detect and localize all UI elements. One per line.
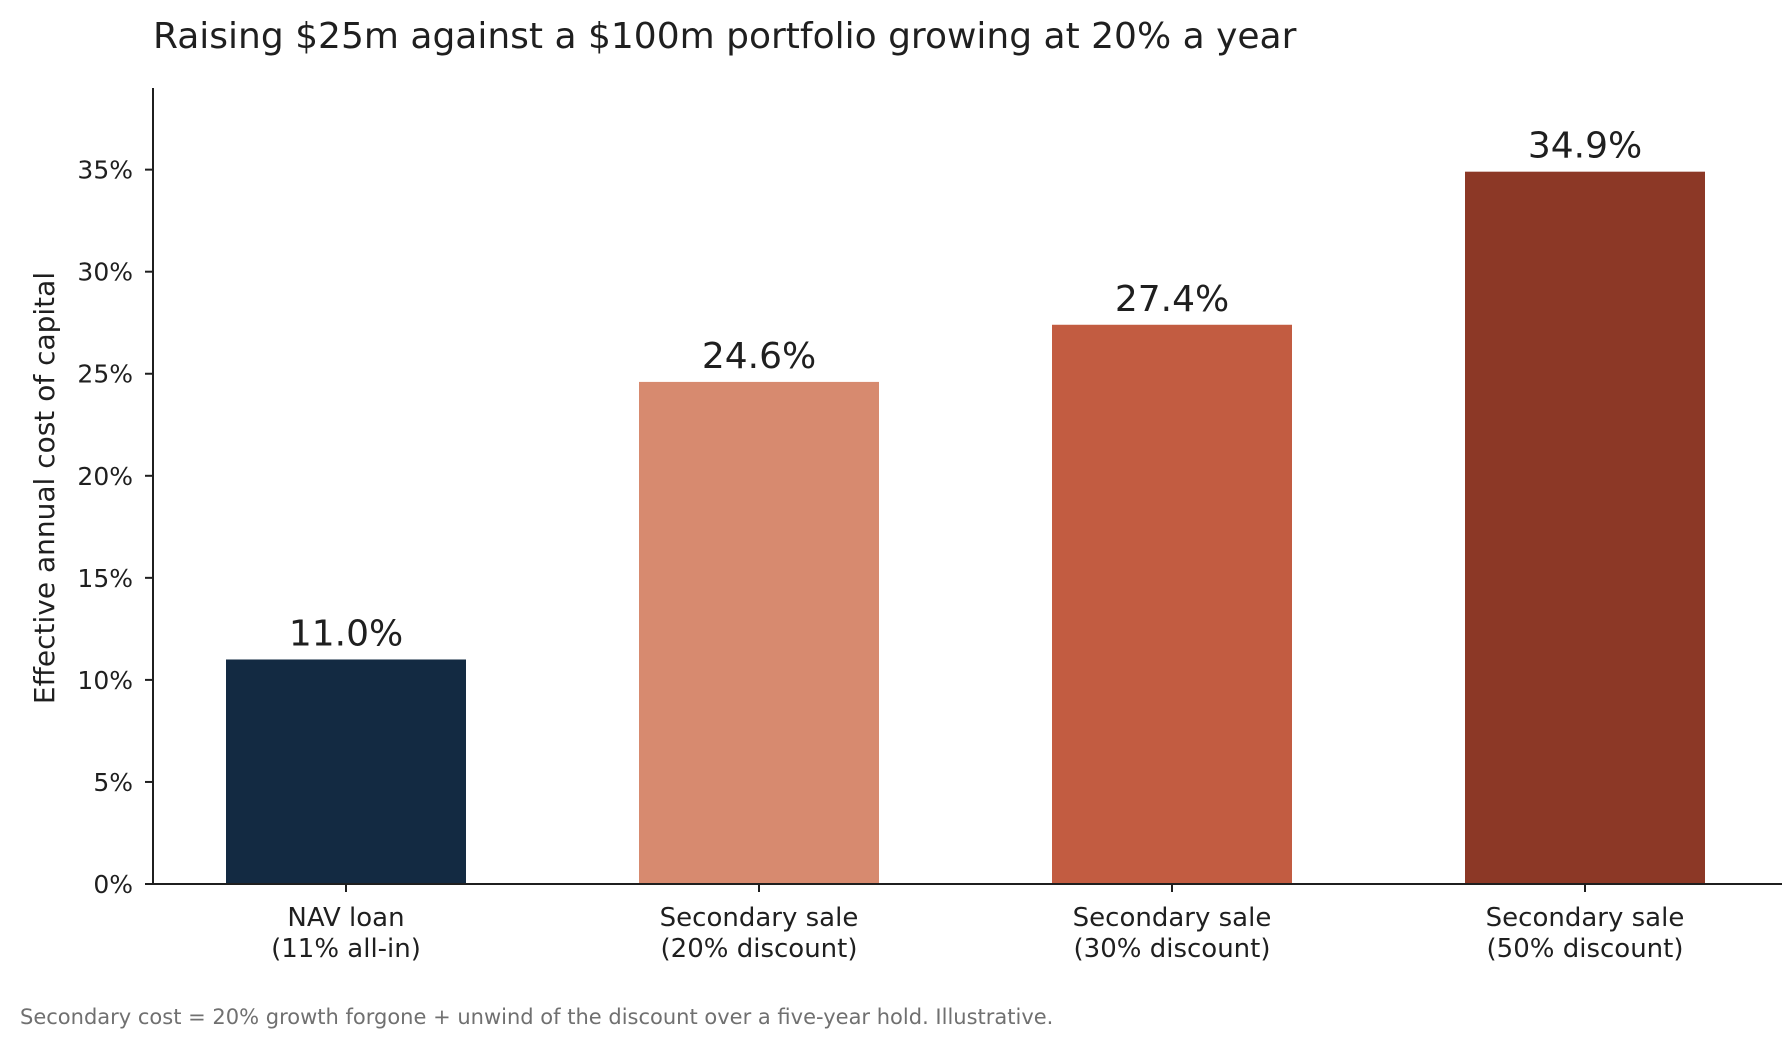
x-category-label: NAV loan <box>287 903 404 933</box>
bars <box>226 171 1705 884</box>
x-category-label: (30% discount) <box>1074 934 1271 964</box>
bar <box>1465 171 1705 884</box>
x-category-label: Secondary sale <box>1486 903 1685 933</box>
x-axis-ticks: NAV loan(11% all-in)Secondary sale(20% d… <box>271 884 1684 964</box>
y-tick-label: 15% <box>77 564 133 593</box>
y-tick-label: 35% <box>77 156 133 185</box>
footnote: Secondary cost = 20% growth forgone + un… <box>20 1005 1053 1029</box>
y-tick-label: 20% <box>77 462 133 491</box>
bar-value-label: 27.4% <box>1115 279 1229 320</box>
bar <box>1052 324 1292 884</box>
x-category-label: (20% discount) <box>661 934 858 964</box>
y-tick-label: 10% <box>77 666 133 695</box>
y-tick-label: 30% <box>77 258 133 287</box>
y-tick-label: 25% <box>77 360 133 389</box>
bar-value-label: 24.6% <box>702 336 816 377</box>
x-category-label: (11% all-in) <box>271 934 421 964</box>
y-tick-label: 5% <box>93 768 133 797</box>
bar <box>639 381 879 884</box>
bar-value-label: 11.0% <box>289 613 403 654</box>
x-category-label: (50% discount) <box>1487 934 1684 964</box>
bar <box>226 659 466 884</box>
value-labels: 11.0% 24.6% 27.4% 34.9% <box>289 126 1642 655</box>
y-axis-ticks: 0% 5% 10% 15% 20% 25% 30% 35% <box>77 156 153 899</box>
chart-title: Raising $25m against a $100m portfolio g… <box>153 16 1297 57</box>
y-axis-label: Effective annual cost of capital <box>28 272 61 704</box>
x-category-label: Secondary sale <box>660 903 859 933</box>
x-category-label: Secondary sale <box>1073 903 1272 933</box>
bar-value-label: 34.9% <box>1528 126 1642 167</box>
y-tick-label: 0% <box>93 870 133 899</box>
